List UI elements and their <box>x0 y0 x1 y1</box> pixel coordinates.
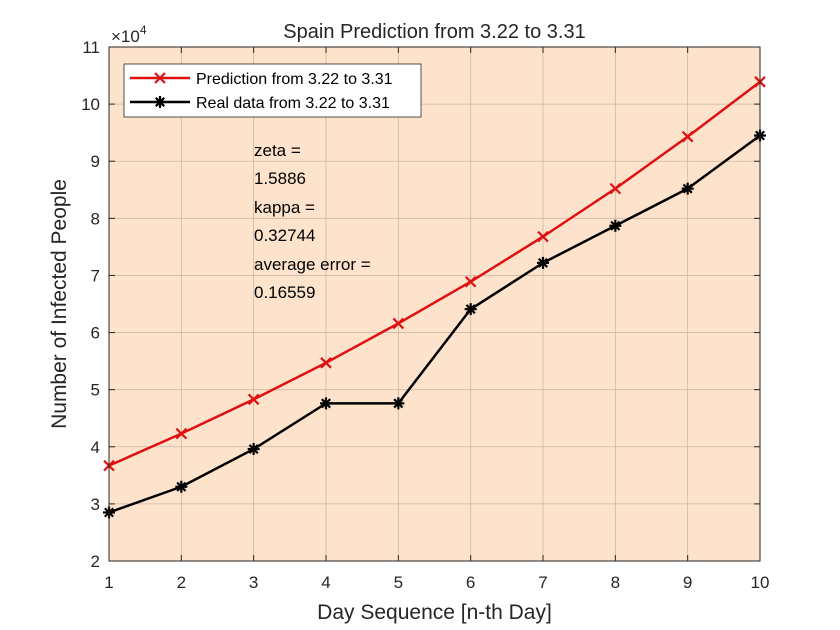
y-tick-label: 8 <box>91 209 100 228</box>
y-tick-label: 7 <box>91 266 100 285</box>
data-point-series-2 <box>681 182 694 195</box>
x-tick-label: 7 <box>538 573 547 592</box>
legend-marker-real <box>154 96 166 108</box>
data-point-series-1 <box>175 427 188 440</box>
legend-label-real: Real data from 3.22 to 3.31 <box>196 95 390 112</box>
x-tick-label: 9 <box>683 573 692 592</box>
annotation-line: kappa = <box>254 198 315 217</box>
chart-title: Spain Prediction from 3.22 to 3.31 <box>283 21 585 43</box>
y-axis-label: Number of Infected People <box>48 179 71 429</box>
x-tick-label: 3 <box>249 573 258 592</box>
annotation-line: 0.16559 <box>254 283 315 302</box>
data-point-series-2 <box>392 397 405 410</box>
series-lines <box>108 80 761 514</box>
x-tick-label: 1 <box>104 573 113 592</box>
data-point-series-1 <box>609 182 622 195</box>
data-point-series-2 <box>320 397 332 410</box>
data-point-series-2 <box>464 303 477 316</box>
annotation-line: 1.5886 <box>254 169 306 188</box>
x-tick-label: 2 <box>177 573 186 592</box>
x-axis-label: Day Sequence [n-th Day] <box>317 601 552 624</box>
legend-marker-prediction <box>154 72 166 84</box>
y-tick-label: 2 <box>91 552 100 571</box>
y-tick-label: 9 <box>91 152 100 171</box>
legend-label-prediction: Prediction from 3.22 to 3.31 <box>196 71 393 88</box>
data-point-series-1 <box>537 230 549 243</box>
y-tick-label: 3 <box>91 495 100 514</box>
data-point-series-2 <box>537 256 549 269</box>
data-point-series-2 <box>609 219 622 232</box>
annotation-line: zeta = <box>254 141 301 160</box>
y-tick-label: 4 <box>91 438 100 457</box>
annotation-line: 0.32744 <box>254 226 315 245</box>
x-axis-ticks: 1 2 3 4 5 6 7 8 9 10 <box>104 47 769 592</box>
x-tick-label: 8 <box>611 573 620 592</box>
y-axis-ticks: 2 3 4 5 6 7 8 9 10 11 <box>81 38 760 571</box>
y-tick-label: 5 <box>91 381 100 400</box>
y-tick-label: 11 <box>82 38 100 57</box>
data-point-series-1 <box>681 130 694 143</box>
x-tick-label: 6 <box>466 573 475 592</box>
data-point-series-1 <box>464 275 477 288</box>
x-tick-label: 10 <box>751 573 770 592</box>
data-point-series-1 <box>320 357 332 369</box>
plot-frame <box>108 46 761 562</box>
x-tick-label: 4 <box>321 573 330 592</box>
series-line-1 <box>108 80 761 467</box>
y-tick-label: 10 <box>81 95 100 114</box>
y-tick-label: 6 <box>91 324 100 343</box>
y-axis-multiplier: ×104 <box>111 23 147 46</box>
data-point-series-2 <box>247 443 260 456</box>
annotation-text: zeta = 1.5886 kappa = 0.32744 average er… <box>254 141 371 302</box>
legend: Prediction from 3.22 to 3.31 Real data f… <box>123 63 422 118</box>
data-point-series-1 <box>392 317 405 330</box>
data-point-series-2 <box>175 480 188 493</box>
legend-box <box>123 63 422 118</box>
data-point-series-1 <box>247 393 260 406</box>
x-tick-label: 5 <box>394 573 403 592</box>
series-line-2 <box>108 134 761 514</box>
annotation-line: average error = <box>254 255 371 274</box>
